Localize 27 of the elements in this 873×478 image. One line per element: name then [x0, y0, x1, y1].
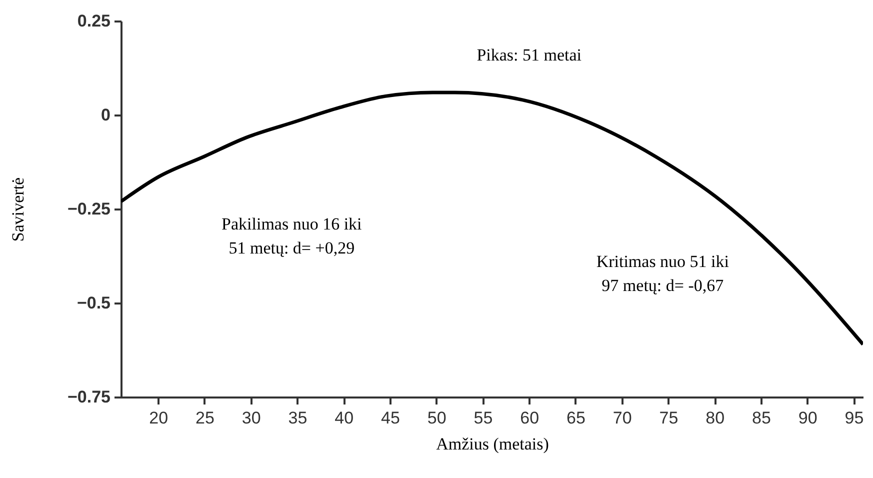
x-tick-label: 20	[149, 408, 168, 428]
x-tick-label: 65	[566, 408, 586, 428]
x-tick-label: 45	[381, 408, 400, 428]
y-tick-label: −0.75	[67, 388, 110, 406]
x-tick-label: 60	[520, 408, 540, 428]
y-tick-label: −0.5	[76, 294, 110, 312]
y-tick-label: 0.25	[77, 12, 110, 30]
x-tick-label: 25	[196, 408, 214, 428]
x-tick-label: 40	[334, 408, 354, 428]
x-tick-label: 70	[612, 408, 632, 428]
y-tick-label: 0	[101, 106, 110, 124]
x-tick-label: 75	[659, 408, 678, 428]
x-tick-label: 95	[844, 408, 864, 428]
x-tick-label: 35	[288, 408, 308, 428]
x-tick-label: 80	[706, 408, 725, 428]
x-tick-label: 90	[798, 408, 818, 428]
x-tick-label: 50	[427, 408, 446, 428]
y-tick-label: −0.25	[67, 200, 110, 218]
x-tick-label: 30	[242, 408, 261, 428]
annotation: Pakilimas nuo 16 iki 51 metų: d= +0,29	[222, 214, 362, 258]
annotation: Kritimas nuo 51 iki 97 metų: d= -0,67	[596, 252, 730, 296]
y-axis-title: Savivertė	[8, 177, 28, 242]
x-tick-label: 85	[752, 408, 771, 428]
x-tick-label: 55	[474, 408, 493, 428]
line-series	[121, 90, 863, 346]
annotation: Pikas: 51 metai	[476, 45, 582, 64]
x-axis-title: Amžius (metais)	[436, 434, 549, 454]
